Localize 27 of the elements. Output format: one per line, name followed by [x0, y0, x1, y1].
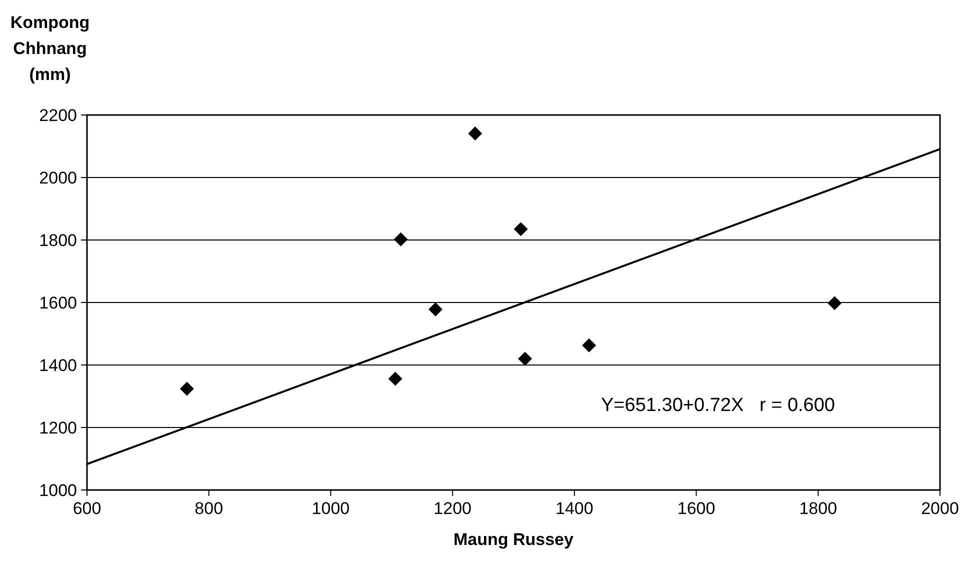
point: [468, 126, 482, 140]
x-tick-label: 2000: [921, 499, 959, 518]
point: [514, 222, 528, 236]
x-tick-label: 1000: [312, 499, 350, 518]
y-axis-title: Kompong Chhnang (mm): [10, 13, 90, 84]
annotation: Y=651.30+0.72X r = 0.600: [601, 395, 835, 416]
y-tick-label: 2000: [39, 168, 77, 188]
x-tick-label: 1200: [434, 499, 472, 518]
x-tick-label: 1600: [677, 499, 716, 518]
y-tick-label: 2200: [39, 106, 77, 125]
x-tick-label: 600: [72, 499, 102, 518]
y-tick-label: 1600: [39, 294, 77, 312]
point: [582, 338, 596, 352]
point: [828, 296, 842, 310]
y-tick-label: 1000: [39, 481, 77, 500]
x-tick-label: 1400: [556, 499, 594, 518]
x-tick-label: 800: [194, 499, 224, 518]
y-tick-label: 1800: [39, 231, 77, 250]
y-tick-label: 1400: [39, 356, 77, 375]
point: [180, 382, 194, 396]
point: [388, 372, 402, 386]
x-axis-title: Maung Russey: [454, 530, 574, 549]
point: [394, 232, 408, 246]
point: [518, 352, 532, 366]
point: [428, 302, 443, 316]
x-tick-label: 1800: [799, 499, 838, 518]
y-tick-label: 1200: [39, 418, 77, 438]
